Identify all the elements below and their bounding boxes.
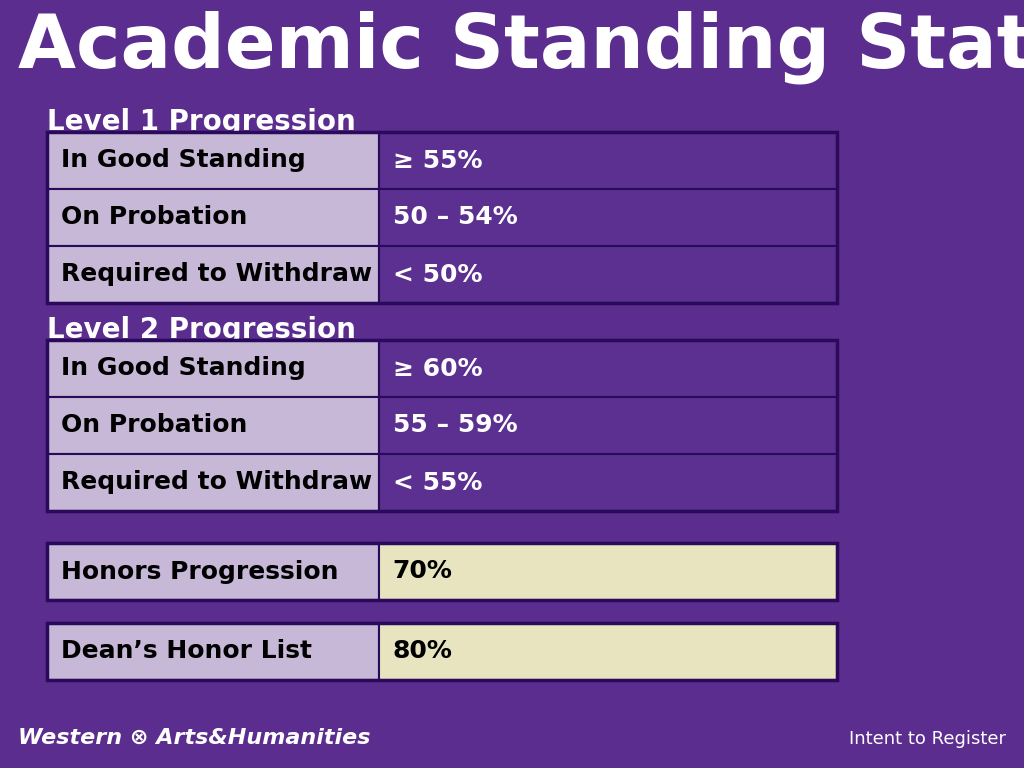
Bar (47, 246, 379, 303)
Text: Academic Standing Status: Academic Standing Status (18, 10, 1024, 84)
Bar (47, 340, 379, 397)
Bar (379, 397, 837, 454)
Bar (379, 246, 837, 303)
Bar (379, 340, 837, 397)
Bar (47, 543, 837, 600)
Bar (47, 340, 837, 511)
Bar (47, 454, 379, 511)
Text: < 50%: < 50% (393, 263, 482, 286)
Text: Dean’s Honor List: Dean’s Honor List (61, 640, 312, 664)
Text: On Probation: On Probation (61, 206, 248, 230)
Bar (379, 454, 837, 511)
Text: In Good Standing: In Good Standing (61, 356, 306, 380)
Text: Level 1 Progression: Level 1 Progression (47, 108, 355, 136)
Text: Intent to Register: Intent to Register (849, 730, 1006, 748)
Text: < 55%: < 55% (393, 471, 482, 495)
Bar (47, 623, 837, 680)
Text: Required to Withdraw: Required to Withdraw (61, 263, 372, 286)
Text: In Good Standing: In Good Standing (61, 148, 306, 173)
Bar (379, 189, 837, 246)
Bar (379, 132, 837, 189)
Bar (379, 623, 837, 680)
Text: Western ⊗ Arts&Humanities: Western ⊗ Arts&Humanities (18, 728, 371, 748)
Text: Honors Progression: Honors Progression (61, 560, 339, 584)
Bar (379, 543, 837, 600)
Text: ≥ 55%: ≥ 55% (393, 148, 482, 173)
Text: ≥ 60%: ≥ 60% (393, 356, 482, 380)
Bar (47, 623, 379, 680)
Bar (47, 543, 379, 600)
Text: 80%: 80% (393, 640, 453, 664)
Text: On Probation: On Probation (61, 413, 248, 438)
Text: Level 2 Progression: Level 2 Progression (47, 316, 356, 344)
Text: 50 – 54%: 50 – 54% (393, 206, 517, 230)
Text: Required to Withdraw: Required to Withdraw (61, 471, 372, 495)
Bar (47, 397, 379, 454)
Text: 70%: 70% (393, 560, 453, 584)
Bar (47, 132, 379, 189)
Bar (47, 132, 837, 303)
Text: 55 – 59%: 55 – 59% (393, 413, 517, 438)
Bar (47, 189, 379, 246)
